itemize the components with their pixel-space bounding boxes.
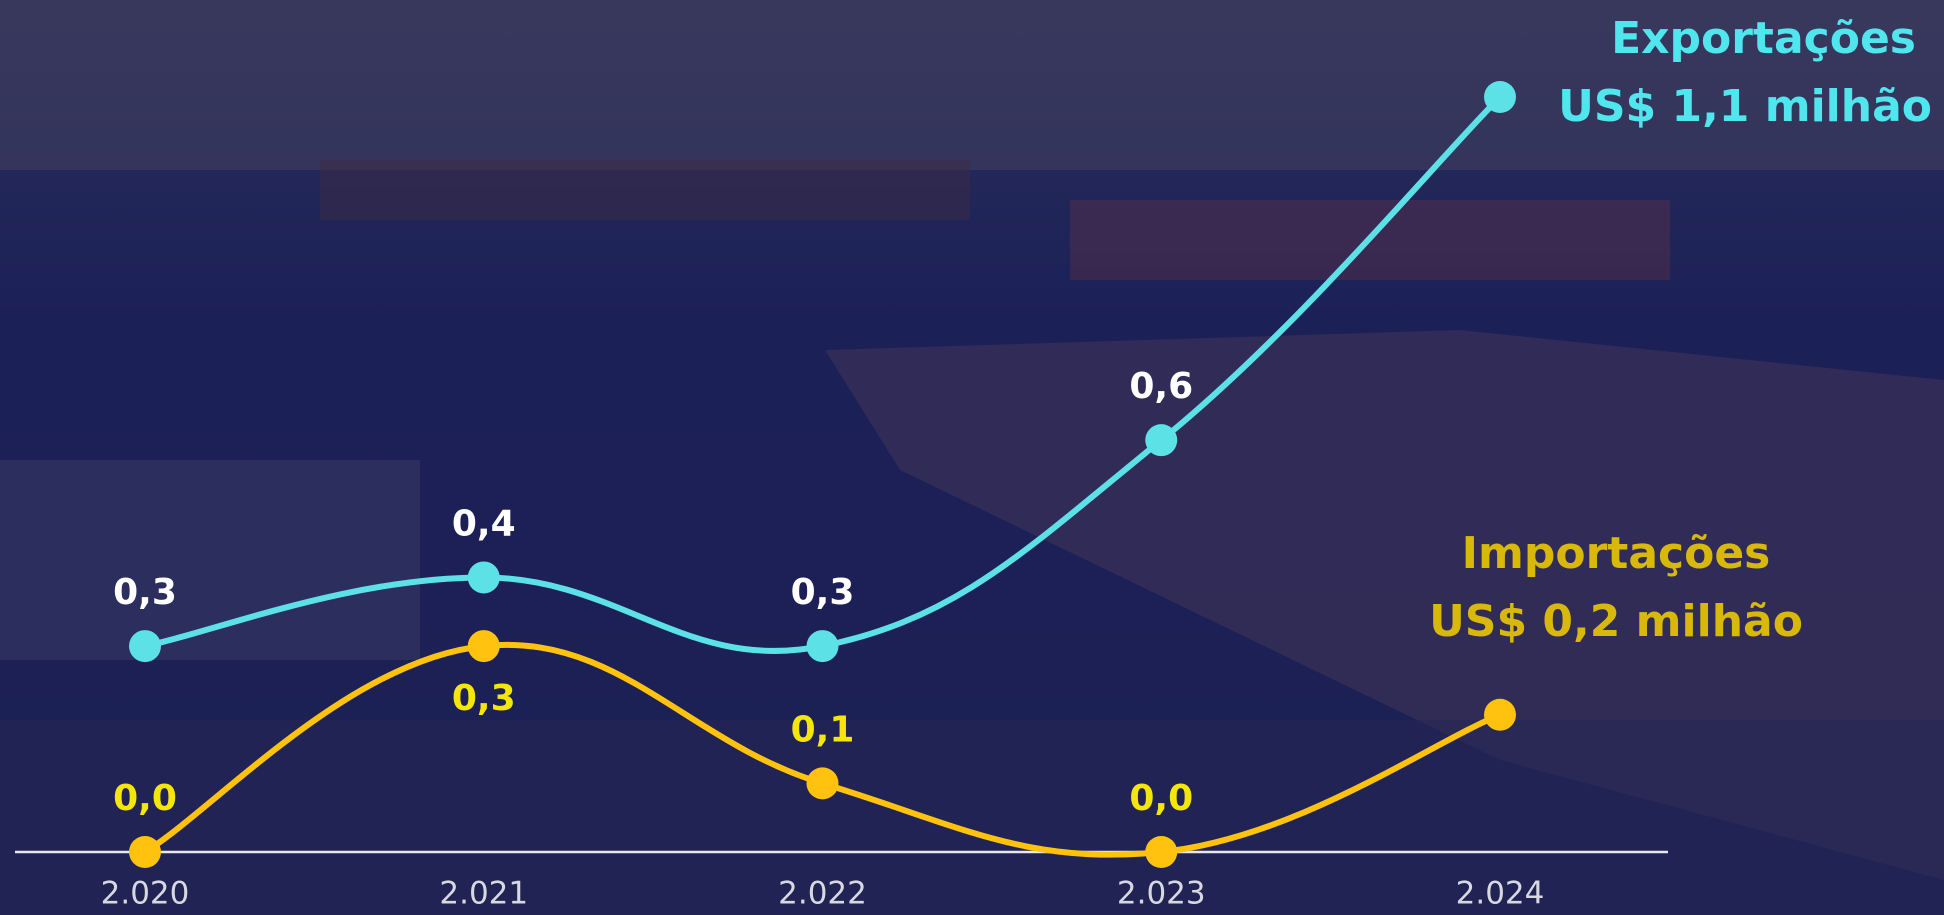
data-point — [467, 561, 500, 594]
data-point — [806, 767, 839, 800]
data-point — [1484, 81, 1516, 113]
data-point — [1145, 424, 1178, 457]
data-point — [1484, 698, 1516, 731]
x-tick-label: 2.023 — [1117, 876, 1206, 912]
x-tick-label: 2.024 — [1456, 876, 1545, 912]
value-label: 0,3 — [452, 678, 516, 719]
data-point — [129, 836, 161, 868]
x-tick-label: 2.021 — [439, 876, 528, 912]
series-line — [142, 94, 1503, 654]
series-end-label: US$ 1,1 milhão — [1558, 81, 1932, 132]
data-point — [806, 630, 839, 663]
value-label: 0,0 — [1129, 778, 1193, 819]
series-name: Importações — [1462, 528, 1771, 579]
value-label: 0,4 — [452, 503, 516, 544]
value-label: 0,6 — [1129, 366, 1193, 407]
plot-area: 2.020 2.021 2.022 2.023 2.024 0,3 0,4 0,3 0,6 0,0… — [15, 13, 1932, 912]
value-label: 0,3 — [791, 572, 855, 613]
value-label: 0,1 — [791, 709, 855, 750]
data-point — [467, 630, 500, 663]
data-point — [1145, 836, 1178, 868]
series-end-label: US$ 0,2 milhão — [1429, 596, 1803, 647]
x-tick-label: 2.022 — [778, 876, 867, 912]
value-label: 0,3 — [113, 572, 177, 613]
series-name: Exportações — [1611, 13, 1916, 64]
value-label: 0,0 — [113, 778, 177, 819]
data-point — [129, 630, 161, 663]
x-tick-label: 2.020 — [101, 876, 190, 912]
